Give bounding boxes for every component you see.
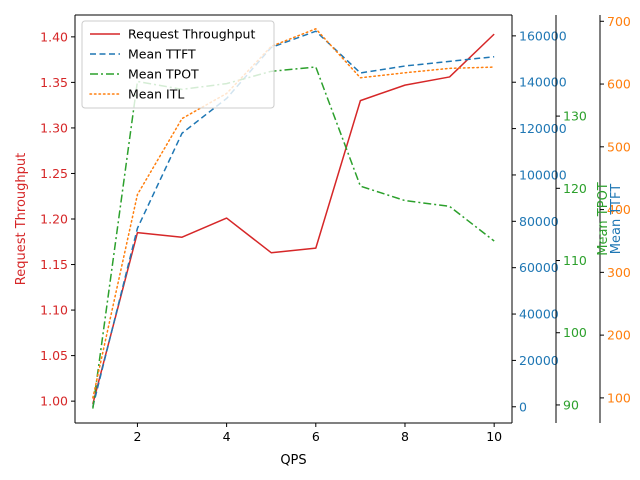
ttft-axis-title: Mean TTFT — [609, 184, 624, 254]
itl-tick-label: 300 — [607, 265, 631, 280]
throughput-tick-label: 1.20 — [40, 212, 68, 227]
tpot-axis-title: Mean TPOT — [596, 182, 611, 256]
itl-tick-label: 600 — [607, 77, 631, 92]
ttft-tick-label: 120000 — [519, 121, 567, 136]
tpot-tick-label: 110 — [563, 253, 587, 268]
throughput-tick-label: 1.25 — [40, 166, 68, 181]
throughput-tick-label: 1.35 — [40, 75, 68, 90]
ttft-tick-label: 100000 — [519, 167, 567, 182]
tpot-tick-label: 130 — [563, 109, 587, 124]
series-line-itl — [92, 28, 495, 399]
x-tick-label: 10 — [486, 429, 502, 444]
itl-tick-label: 400 — [607, 202, 631, 217]
throughput-tick-label: 1.30 — [40, 120, 68, 135]
legend-label-tpot: Mean TPOT — [128, 67, 199, 82]
x-tick-label: 8 — [401, 429, 409, 444]
itl-tick-label: 200 — [607, 328, 631, 343]
legend-label-throughput: Request Throughput — [128, 27, 255, 42]
itl-tick-label: 500 — [607, 139, 631, 154]
ttft-tick-label: 140000 — [519, 75, 567, 90]
x-tick-label: 6 — [312, 429, 320, 444]
ttft-tick-label: 20000 — [519, 353, 559, 368]
ttft-tick-label: 60000 — [519, 260, 559, 275]
ttft-tick-label: 80000 — [519, 214, 559, 229]
x-tick-label: 2 — [133, 429, 141, 444]
legend: Request Throughput Mean TTFT Mean TPOT Mean… — [81, 20, 275, 109]
legend-label-ttft: Mean TTFT — [128, 47, 196, 62]
ttft-tick-label: 40000 — [519, 307, 559, 322]
x-tick-label: 4 — [223, 429, 231, 444]
itl-tick-label: 100 — [607, 390, 631, 405]
throughput-axis-title: Request Throughput — [14, 153, 29, 285]
y-axes: 1.00 1.05 1.10 1.15 1.20 1.25 1.30 1.35 1.40 0 200… — [14, 14, 631, 423]
tpot-tick-label: 90 — [563, 397, 579, 412]
throughput-tick-label: 1.40 — [40, 29, 68, 44]
series-line-tpot — [92, 66, 495, 409]
itl-tick-label: 700 — [607, 14, 631, 29]
x-axis-title: QPS — [280, 453, 306, 468]
ttft-tick-label: 0 — [519, 399, 527, 414]
throughput-tick-label: 1.10 — [40, 303, 68, 318]
tpot-tick-label: 120 — [563, 181, 587, 196]
throughput-tick-label: 1.00 — [40, 394, 68, 409]
legend-label-itl: Mean ITL — [128, 87, 184, 102]
throughput-tick-label: 1.15 — [40, 257, 68, 272]
series-line-ttft — [92, 30, 495, 407]
legend-box — [81, 20, 275, 109]
ttft-tick-label: 160000 — [519, 28, 567, 43]
tpot-tick-label: 100 — [563, 325, 587, 340]
x-axis: 2 4 6 8 10 QPS — [75, 14, 512, 468]
throughput-tick-label: 1.05 — [40, 348, 68, 363]
series-line-throughput — [92, 33, 495, 405]
